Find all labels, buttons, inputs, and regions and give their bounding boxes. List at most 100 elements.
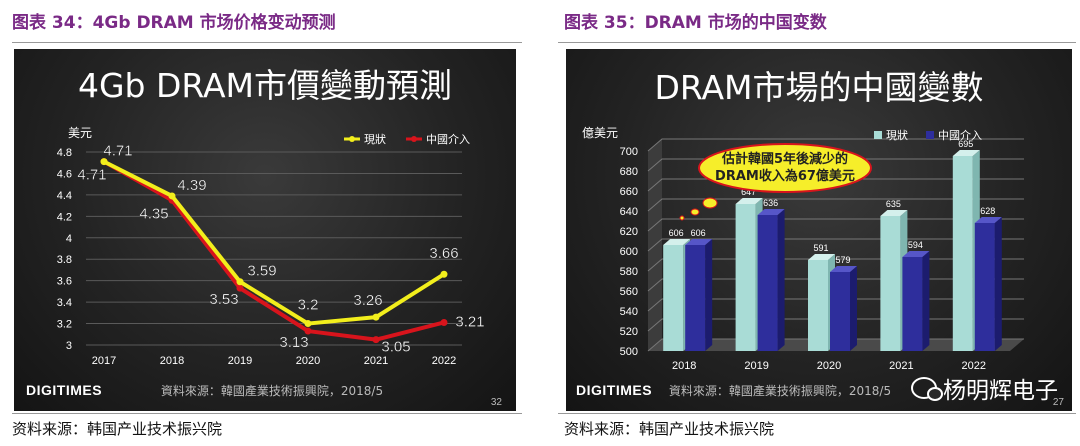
right-figure-title: 图表 35：DRAM 市场的中国变数 — [564, 13, 827, 33]
bar-y-tick-label: 580 — [620, 266, 638, 278]
line-data-label: 3.26 — [353, 292, 382, 309]
bar-top-status-quo — [735, 198, 763, 204]
bar-china-entry — [685, 245, 706, 351]
bar-legend-swatch — [874, 131, 882, 139]
line-point — [304, 327, 312, 335]
line-point — [236, 278, 244, 286]
bar-x-tick-label: 2018 — [672, 360, 696, 372]
bar-y-tick-label: 560 — [620, 286, 638, 298]
line-data-label: 4.39 — [177, 177, 206, 194]
line-y-tick-label: 3.8 — [57, 254, 72, 266]
bar-top-china-entry — [757, 209, 785, 215]
line-y-tick-label: 4.8 — [57, 147, 72, 159]
thought-bubble: 估計韓國5年後減少的 DRAM收入為67億美元 — [679, 143, 872, 221]
bar-status-quo — [952, 156, 973, 351]
bar-y-tick-label: 600 — [620, 246, 638, 258]
bar-y-tick-label: 700 — [620, 146, 638, 158]
bar-side-china-entry — [850, 266, 857, 351]
bar-chart-x-axis: 2018 2019 2020 2021 2022 — [672, 360, 986, 372]
line-chart-title: 4Gb DRAM市價變動預測 — [78, 66, 452, 105]
line-legend-label: 現狀 — [364, 132, 386, 146]
bar-chart-title: DRAM市場的中國變數 — [654, 68, 983, 107]
line-chart: 4Gb DRAM市價變動預測 美元 4.8 4.6 4.4 4.2 4 3.8 3.6 3.4… — [26, 66, 503, 408]
line-data-label: 3.2 — [298, 297, 319, 314]
line-point — [440, 270, 448, 278]
bar-top-china-entry — [830, 266, 857, 272]
bar-x-tick-label: 2019 — [744, 360, 768, 372]
line-chart-series — [100, 158, 448, 344]
bar-grid-line — [647, 178, 1024, 192]
bar-chart-slide: DRAM市場的中國變數 億美元 700 680 660 640 620 600 580 560… — [566, 49, 1072, 411]
line-chart-data-labels: 4.71 4.39 3.59 3.2 3.26 3.66 4.71 4.35 3.53 3.13 3… — [77, 142, 485, 355]
bar-data-label: 606 — [691, 228, 706, 238]
line-legend-label: 中國介入 — [426, 133, 470, 146]
bar-grid-line — [647, 198, 1024, 212]
right-source-rule — [558, 413, 1076, 414]
thought-bubble-line-2: DRAM收入為67億美元 — [715, 168, 855, 184]
line-series-status-quo — [103, 159, 446, 326]
bar-x-tick-label: 2021 — [889, 360, 913, 372]
right-slide-source: 資料來源：韓國產業技術振興院，2018/5 — [669, 383, 891, 398]
left-source-note: 资料来源：韩国产业技术振兴院 — [12, 420, 223, 438]
line-y-tick-label: 4 — [66, 233, 72, 245]
bar-side-china-entry — [994, 217, 1002, 351]
line-y-tick-label: 4.4 — [57, 190, 72, 202]
bar-data-label: 647 — [741, 187, 756, 197]
bar-legend-label: 現狀 — [886, 128, 908, 142]
line-point — [236, 284, 244, 292]
left-source-rule — [12, 413, 522, 414]
thought-bubble-cloud — [698, 143, 872, 193]
line-y-tick-label: 4.2 — [57, 211, 72, 223]
right-slide-logo: DIGITIMES — [576, 382, 652, 398]
bar-top-status-quo — [952, 150, 980, 156]
bar-side-china-entry — [705, 239, 713, 351]
bar-data-label: 628 — [980, 206, 995, 216]
wechat-icon — [911, 377, 943, 401]
line-point — [372, 313, 380, 321]
line-point — [304, 320, 312, 328]
line-data-label: 3.21 — [455, 313, 484, 330]
bar-grid-line — [647, 138, 1024, 152]
line-chart-grid — [86, 151, 462, 346]
left-title-rule — [12, 42, 522, 43]
line-legend-marker — [349, 136, 355, 142]
line-point — [168, 192, 176, 200]
bar-china-entry — [974, 223, 995, 351]
line-point — [440, 318, 448, 326]
line-data-label: 3.13 — [279, 334, 308, 351]
line-data-label: 3.59 — [247, 263, 276, 280]
bar-top-status-quo — [663, 239, 691, 245]
bar-chart-ylabel: 億美元 — [582, 126, 618, 140]
left-figure-panel: 图表 34：4Gb DRAM 市场价格变动预测 4Gb DRAM市價變動預測 美… — [0, 0, 526, 446]
bar-y-tick-label: 620 — [620, 226, 638, 238]
line-point — [372, 336, 380, 344]
bar-chart-bars — [663, 150, 1002, 351]
line-y-tick-label: 4.6 — [57, 168, 72, 180]
bar-status-quo — [663, 245, 684, 351]
line-y-tick-label: 3.6 — [57, 276, 72, 288]
bar-china-entry — [830, 272, 850, 351]
bar-status-quo — [808, 260, 828, 351]
line-chart-x-axis: 2017 2018 2019 2020 2021 2022 — [92, 355, 456, 367]
bar-top-china-entry — [902, 251, 930, 257]
bar-data-label: 695 — [958, 139, 973, 149]
bar-y-tick-label: 520 — [620, 326, 638, 338]
thought-bubble-dot-large — [702, 197, 718, 209]
right-figure-panel: 图表 35：DRAM 市场的中国变数 DRAM市場的中國變數 億美元 700 68… — [552, 0, 1080, 446]
bar-chart-legend: 現狀 中國介入 — [874, 128, 982, 142]
bar-x-tick-label: 2020 — [817, 360, 841, 372]
bar-y-tick-label: 500 — [620, 346, 638, 358]
line-series-china-entry — [103, 159, 445, 342]
bar-data-label: 606 — [669, 228, 684, 238]
bar-grid-line — [647, 158, 1024, 172]
line-data-label: 4.71 — [77, 167, 106, 184]
line-legend-marker — [411, 136, 417, 142]
left-figure-title: 图表 34：4Gb DRAM 市场价格变动预测 — [12, 13, 336, 33]
bar-top-china-entry — [974, 217, 1002, 223]
bar-y-tick-label: 660 — [620, 186, 638, 198]
left-slide-source: 資料來源：韓國產業技術振興院，2018/5 — [161, 383, 383, 398]
bar-y-tick-label: 640 — [620, 206, 638, 218]
bar-chart-y-axis: 700 680 660 640 620 600 580 560 540 520 500 — [620, 146, 638, 358]
left-slide-page-number: 32 — [491, 397, 503, 408]
bar-top-china-entry — [685, 239, 713, 245]
